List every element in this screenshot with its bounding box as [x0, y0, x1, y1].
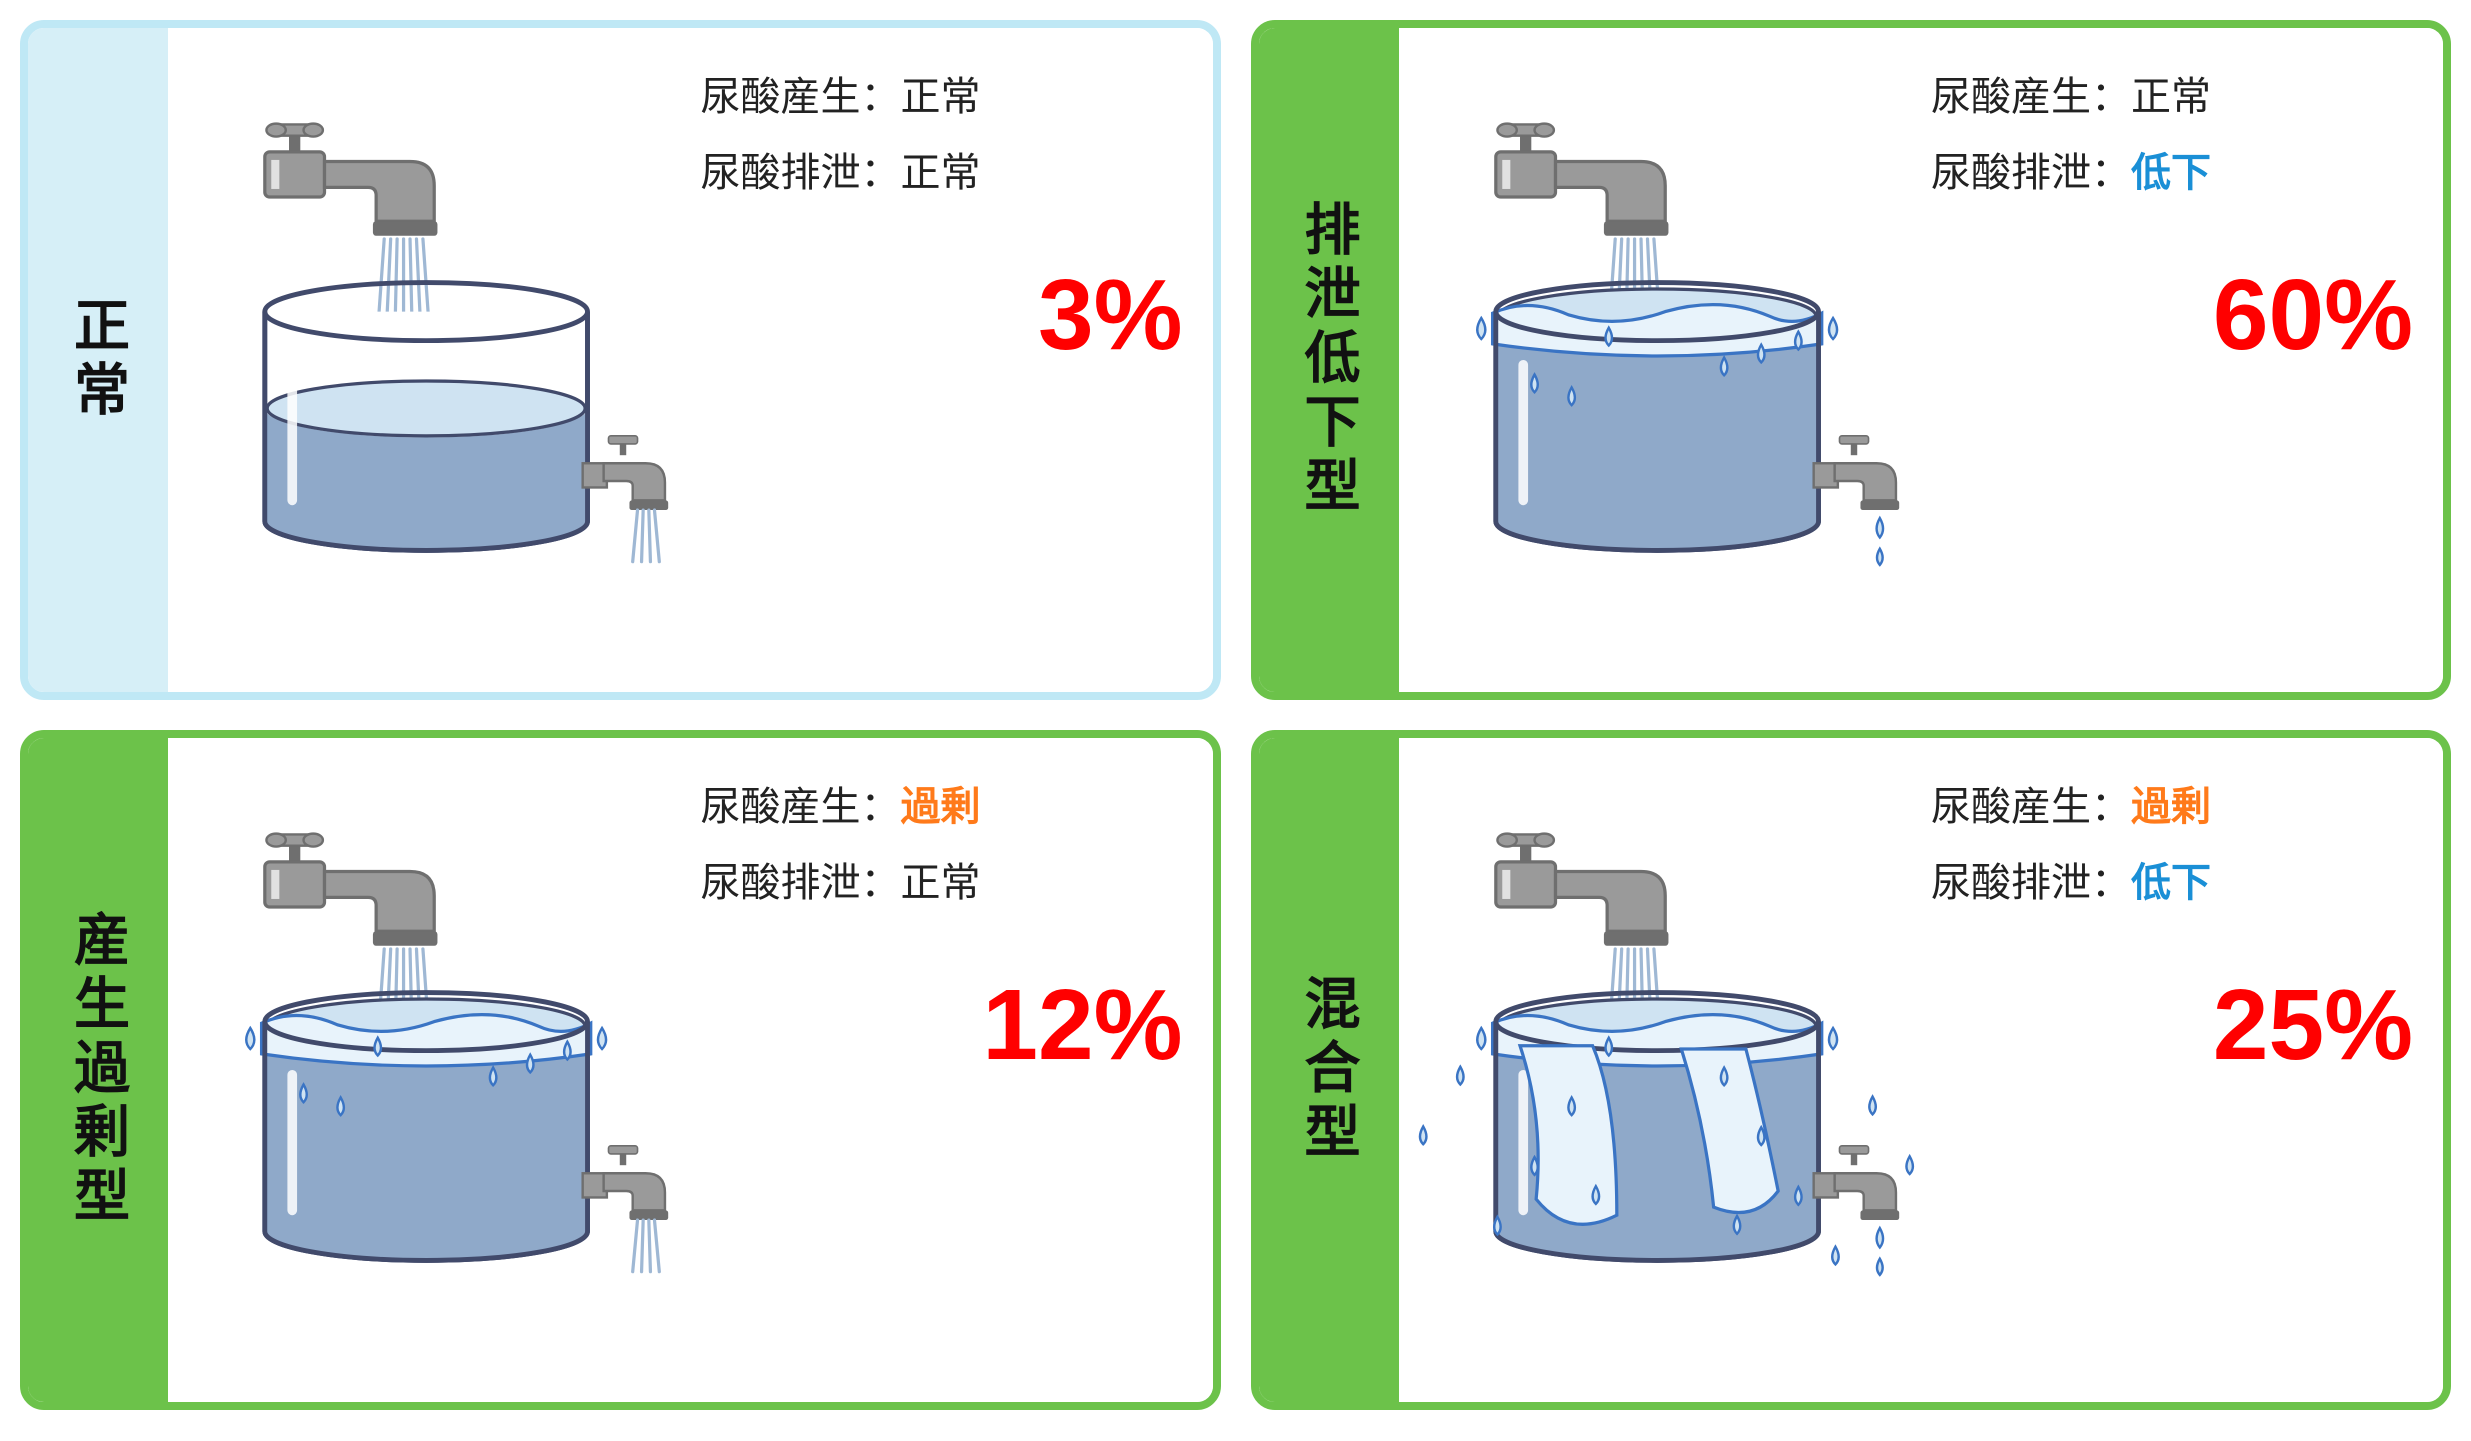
panel-title: 排泄低下型	[1259, 28, 1399, 692]
excretion-label: 尿酸排泄：	[1931, 151, 2131, 195]
illustration-area	[168, 28, 700, 692]
production-value: 過剰	[900, 785, 980, 829]
info-area: 尿酸産生：正常 尿酸排泄：低下 60%	[1931, 28, 2443, 692]
excretion-line: 尿酸排泄：正常	[700, 850, 1184, 908]
percent-value: 60%	[2213, 258, 2413, 373]
tank-diagram	[168, 28, 700, 692]
panel-content: 尿酸産生：過剰 尿酸排泄：低下 25%	[1399, 738, 2444, 1402]
tank-diagram	[168, 738, 700, 1402]
info-area: 尿酸産生：過剰 尿酸排泄：低下 25%	[1931, 738, 2443, 1402]
panel-title-text: 混合型	[1288, 974, 1369, 1166]
inlet-faucet-icon	[265, 124, 438, 236]
panel-production-excess: 産生過剰型	[20, 730, 1221, 1410]
tank-icon	[246, 993, 606, 1261]
excretion-label: 尿酸排泄：	[1931, 861, 2131, 905]
production-line: 尿酸産生：過剰	[700, 774, 1184, 832]
production-value: 正常	[2131, 75, 2211, 119]
outlet-faucet-icon	[1813, 436, 1899, 565]
panel-title: 正常	[28, 28, 168, 692]
panel-normal: 正常	[20, 20, 1221, 700]
excretion-value: 低下	[2131, 861, 2211, 905]
panel-title-text: 産生過剰型	[58, 910, 139, 1230]
info-area: 尿酸産生：過剰 尿酸排泄：正常 12%	[700, 738, 1212, 1402]
panel-content: 尿酸産生：正常 尿酸排泄：低下 60%	[1399, 28, 2444, 692]
inlet-faucet-icon	[1495, 124, 1668, 236]
percent-value: 12%	[982, 968, 1182, 1083]
panel-mixed: 混合型	[1251, 730, 2452, 1410]
illustration-area	[1399, 28, 1931, 692]
info-area: 尿酸産生：正常 尿酸排泄：正常 3%	[700, 28, 1212, 692]
panel-content: 尿酸産生：正常 尿酸排泄：正常 3%	[168, 28, 1213, 692]
excretion-line: 尿酸排泄：低下	[1931, 850, 2415, 908]
excretion-value: 正常	[900, 151, 980, 195]
illustration-area	[168, 738, 700, 1402]
production-value: 過剰	[2131, 785, 2211, 829]
panel-title-text: 排泄低下型	[1288, 200, 1369, 520]
infographic-grid: 正常	[20, 20, 2451, 1410]
production-label: 尿酸産生：	[1931, 75, 2131, 119]
inlet-faucet-icon	[1495, 834, 1668, 946]
percent-value: 25%	[2213, 968, 2413, 1083]
excretion-value: 低下	[2131, 151, 2211, 195]
tank-icon	[1419, 993, 1912, 1265]
excretion-label: 尿酸排泄：	[700, 151, 900, 195]
panel-title: 産生過剰型	[28, 738, 168, 1402]
panel-excretion-low: 排泄低下型	[1251, 20, 2452, 700]
inlet-faucet-icon	[265, 834, 438, 946]
production-line: 尿酸産生：過剰	[1931, 774, 2415, 832]
tank-icon	[1477, 283, 1837, 551]
tank-diagram	[1399, 28, 1931, 692]
illustration-area	[1399, 738, 1931, 1402]
outlet-faucet-icon	[583, 1146, 669, 1272]
panel-content: 尿酸産生：過剰 尿酸排泄：正常 12%	[168, 738, 1213, 1402]
production-value: 正常	[900, 75, 980, 119]
excretion-value: 正常	[900, 861, 980, 905]
production-label: 尿酸産生：	[700, 75, 900, 119]
excretion-label: 尿酸排泄：	[700, 861, 900, 905]
production-label: 尿酸産生：	[1931, 785, 2131, 829]
excretion-line: 尿酸排泄：低下	[1931, 140, 2415, 198]
tank-diagram	[1399, 738, 1931, 1402]
panel-title-text: 正常	[58, 296, 139, 424]
excretion-line: 尿酸排泄：正常	[700, 140, 1184, 198]
percent-value: 3%	[1038, 258, 1183, 373]
production-line: 尿酸産生：正常	[1931, 64, 2415, 122]
tank-icon	[265, 283, 588, 551]
panel-title: 混合型	[1259, 738, 1399, 1402]
production-label: 尿酸産生：	[700, 785, 900, 829]
outlet-faucet-icon	[583, 436, 669, 562]
production-line: 尿酸産生：正常	[700, 64, 1184, 122]
outlet-faucet-icon	[1813, 1146, 1899, 1275]
